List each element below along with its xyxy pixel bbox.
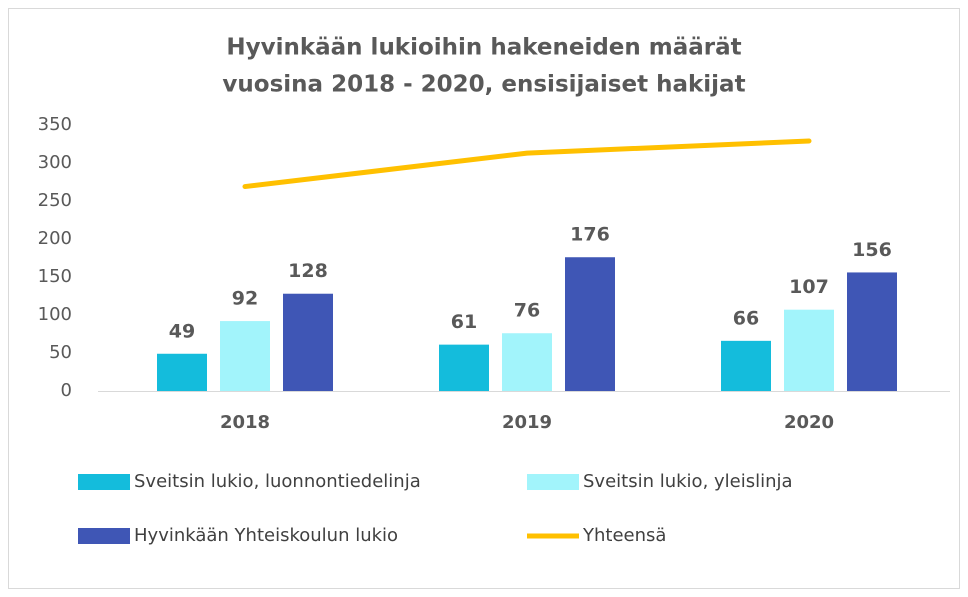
y-tick-label: 100 bbox=[38, 304, 72, 325]
y-tick-label: 50 bbox=[49, 342, 72, 363]
data-label: 176 bbox=[570, 224, 610, 246]
legend-label: Yhteensä bbox=[582, 525, 666, 546]
chart-title: Hyvinkään lukioihin hakeneiden määrät bbox=[226, 35, 741, 61]
data-label: 156 bbox=[852, 239, 892, 261]
y-tick-label: 250 bbox=[38, 190, 72, 211]
bar bbox=[847, 272, 897, 391]
legend-swatch bbox=[78, 474, 130, 490]
chart-title: vuosina 2018 - 2020, ensisijaiset hakija… bbox=[222, 72, 745, 98]
bar bbox=[157, 353, 207, 391]
data-label: 49 bbox=[169, 320, 195, 342]
data-label: 128 bbox=[288, 260, 328, 282]
data-label: 107 bbox=[789, 276, 829, 298]
data-label: 61 bbox=[451, 311, 477, 333]
data-label: 92 bbox=[232, 288, 258, 310]
line-series bbox=[242, 138, 812, 190]
bar bbox=[784, 309, 834, 391]
bar bbox=[721, 340, 771, 391]
legend-label: Hyvinkään Yhteiskoulun lukio bbox=[134, 525, 398, 546]
x-tick-label: 2019 bbox=[502, 412, 552, 433]
bar bbox=[220, 321, 270, 391]
bar bbox=[283, 293, 333, 391]
y-tick-label: 150 bbox=[38, 266, 72, 287]
y-tick-label: 300 bbox=[38, 152, 72, 173]
chart-border bbox=[8, 8, 960, 589]
bar bbox=[502, 333, 552, 391]
y-tick-label: 0 bbox=[61, 380, 72, 401]
legend-label: Sveitsin lukio, yleislinja bbox=[583, 471, 793, 492]
legend-label: Sveitsin lukio, luonnontiedelinja bbox=[134, 471, 421, 492]
y-tick-label: 200 bbox=[38, 228, 72, 249]
data-label: 76 bbox=[514, 300, 540, 322]
bar bbox=[565, 257, 615, 391]
x-tick-label: 2020 bbox=[784, 412, 834, 433]
bar bbox=[439, 344, 489, 391]
legend-swatch bbox=[527, 474, 579, 490]
legend-swatch bbox=[78, 528, 130, 544]
data-label: 66 bbox=[733, 307, 759, 329]
x-tick-label: 2018 bbox=[220, 412, 270, 433]
y-tick-label: 350 bbox=[38, 114, 72, 135]
